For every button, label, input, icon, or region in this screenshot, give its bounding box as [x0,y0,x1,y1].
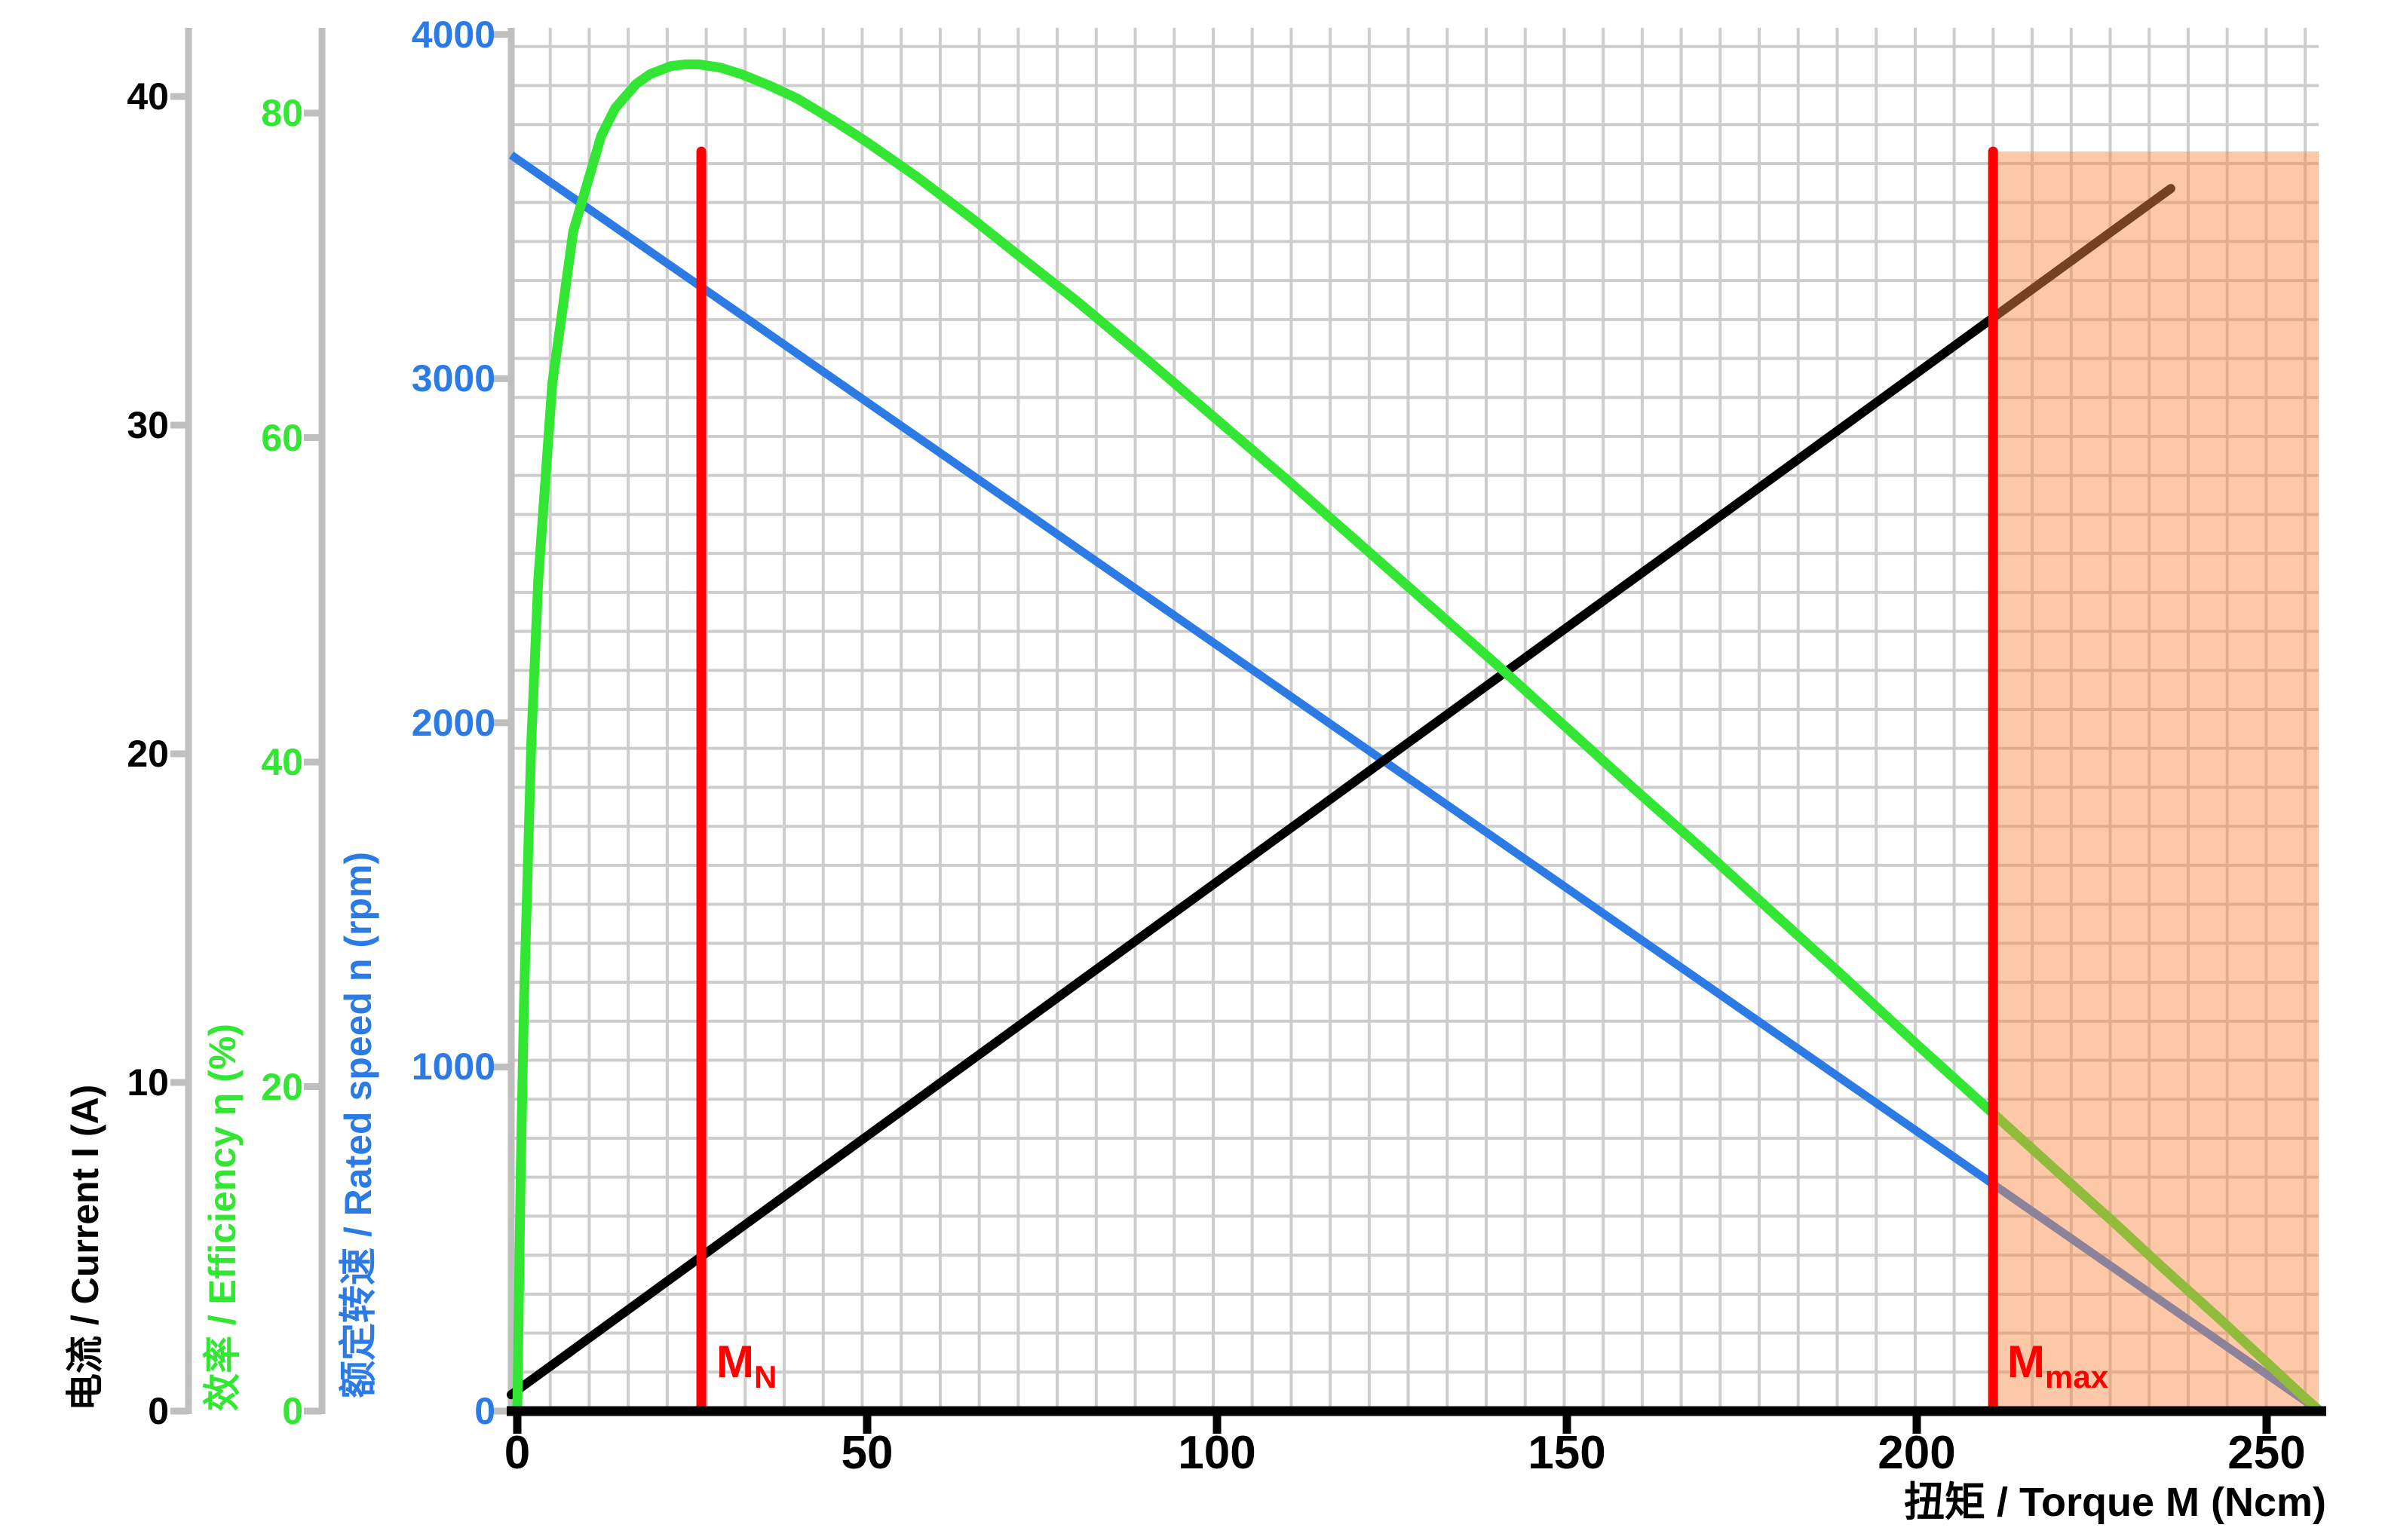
current-curve [507,184,2175,1400]
speed-tick-label: 4000 [411,13,495,56]
current-axis-title: 电流 / Current I (A) [64,1084,106,1411]
x-tick-label: 200 [1878,1427,1956,1479]
overload-region [1993,151,2319,1412]
speed-tick-label: 3000 [411,357,495,400]
max-torque-label: Mmax [2007,1338,2108,1401]
efficiency-tick-label: 60 [261,416,303,459]
efficiency-curve [512,59,2323,1415]
speed-tick-label: 1000 [411,1046,495,1088]
efficiency-tick-label: 40 [261,741,303,783]
current-tick-label: 0 [148,1390,169,1432]
x-tick-label: 150 [1528,1427,1606,1479]
speed-curve [508,152,2322,1415]
x-tick-label: 50 [841,1427,894,1479]
max-torque-symbol: M [2007,1336,2045,1387]
speed-axis-title: 额定转速 / Rated speed n (rpm) [337,851,379,1398]
current-tick-label: 20 [127,733,169,775]
rated-torque-subscript: N [753,1359,777,1395]
efficiency-tick-label: 0 [282,1390,303,1432]
x-axis-title: 扭矩 / Torque M (Ncm) [1904,1480,2326,1525]
current-tick-label: 30 [127,404,169,446]
efficiency-tick-label: 20 [261,1065,303,1108]
rated-torque-symbol: M [716,1336,754,1387]
x-tick-label: 100 [1178,1427,1256,1479]
x-tick-label: 250 [2227,1427,2306,1479]
speed-tick-label: 2000 [411,701,495,744]
current-tick-label: 10 [127,1061,169,1104]
current-tick-label: 40 [127,75,169,118]
rated-torque-label: MN [716,1338,777,1401]
efficiency-tick-label: 80 [261,92,303,134]
x-tick-label: 0 [504,1427,531,1479]
max-torque-subscript: max [2044,1359,2109,1395]
speed-tick-label: 0 [474,1390,495,1432]
